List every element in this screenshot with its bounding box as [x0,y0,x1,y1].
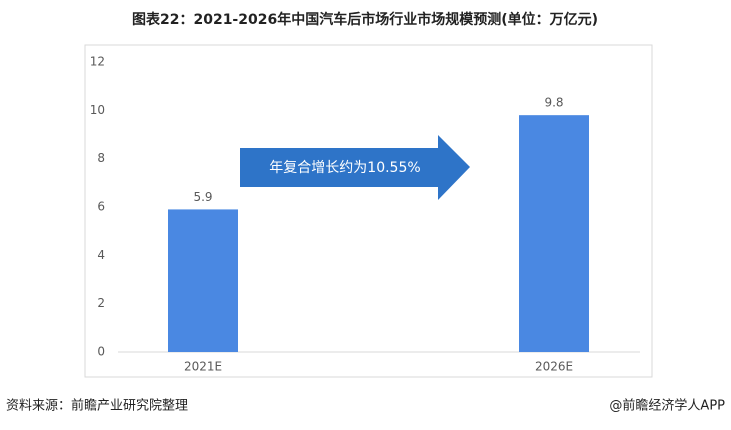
y-tick-label: 12 [90,55,105,69]
y-tick-label: 6 [97,200,105,214]
chart-frame [84,44,653,378]
y-tick-label: 4 [97,248,105,262]
y-tick-label: 10 [90,103,105,117]
y-tick-label: 2 [97,296,105,310]
y-tick-label: 0 [97,345,105,359]
source: 资料来源：前瞻产业研究院整理 [6,398,188,414]
annotation: 年复合增长约为10.55% [269,159,420,176]
growth-arrow [240,135,470,200]
chart-title: 图表22：2021-2026年中国汽车后市场行业市场规模预测(单位：万亿元) [132,11,598,28]
y-tick-label: 8 [97,151,105,165]
x-tick-label: 2021E [184,360,222,374]
bar [519,115,589,353]
x-tick-label: 2026E [535,360,573,374]
value-label: 9.8 [544,96,563,110]
bar [168,209,238,352]
value-label: 5.9 [193,190,212,204]
credit: @前瞻经济学人APP [609,398,725,414]
